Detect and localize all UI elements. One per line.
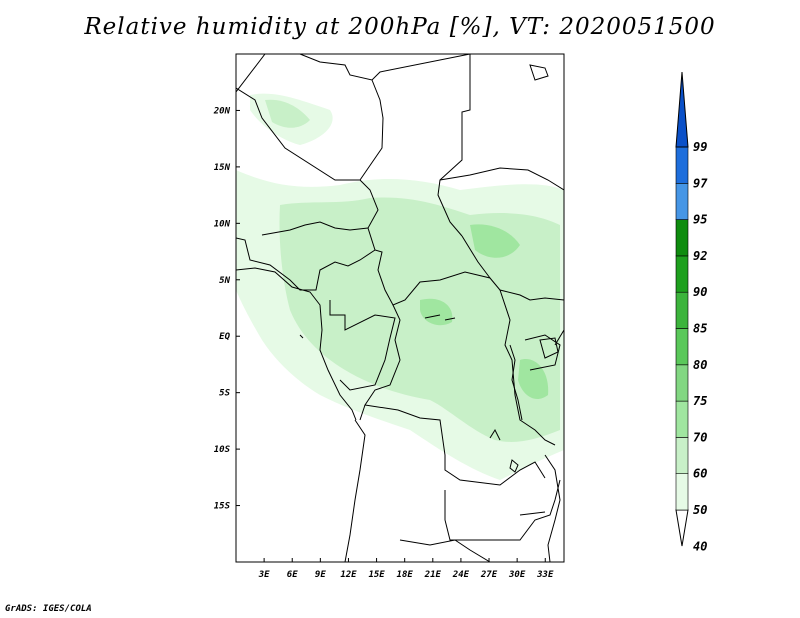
grads-credit: GrADS: IGES/COLA	[5, 604, 92, 614]
latitude-label-5S: 5S	[219, 389, 230, 399]
colorbar: 99 97 95 92 90 85 80 75 70 60 50 40	[675, 71, 708, 553]
colorbar-upper-extension	[675, 71, 689, 148]
colorbar-segment	[675, 183, 689, 220]
colorbar-segment	[675, 219, 689, 257]
longitude-label-30E: 30E	[508, 570, 526, 580]
colorbar-label-92: 92	[693, 249, 707, 263]
colorbar-label-40: 40	[693, 539, 707, 553]
colorbar-label-80: 80	[693, 358, 707, 372]
colorbar-segment	[675, 291, 689, 329]
colorbar-lower-extension	[675, 509, 689, 547]
colorbar-label-99: 99	[693, 140, 707, 154]
latitude-label-20N: 20N	[213, 106, 231, 116]
longitude-label-9E: 9E	[315, 570, 326, 580]
latitude-label-15S: 15S	[214, 502, 231, 512]
colorbar-segment	[675, 255, 689, 293]
longitude-label-6E: 6E	[287, 570, 298, 580]
latitude-label-15N: 15N	[214, 163, 231, 173]
colorbar-segment	[675, 328, 689, 366]
colorbar-segment	[675, 364, 689, 402]
latitude-label-10S: 10S	[214, 445, 231, 455]
humidity-region-60b	[518, 359, 549, 400]
colorbar-segment	[675, 437, 689, 474]
latitude-label-5N: 5N	[219, 276, 230, 286]
longitude-label-18E: 18E	[397, 570, 414, 580]
longitude-label-12E: 12E	[340, 570, 357, 580]
colorbar-label-85: 85	[693, 322, 707, 336]
longitude-label-33E: 33E	[536, 570, 554, 580]
humidity-field	[236, 93, 564, 480]
colorbar-label-90: 90	[693, 285, 707, 299]
latitude-label-EQ: EQ	[219, 332, 230, 342]
longitude-label-3E: 3E	[258, 570, 270, 580]
longitude-label-15E: 15E	[368, 570, 385, 580]
colorbar-label-70: 70	[693, 430, 707, 444]
colorbar-label-97: 97	[693, 176, 708, 190]
humidity-region-60c	[420, 298, 453, 326]
plot-frame	[235, 53, 565, 563]
colorbar-label-95: 95	[693, 213, 707, 227]
longitude-label-21E: 21E	[424, 570, 442, 580]
country-borders	[236, 54, 564, 562]
colorbar-segment	[675, 473, 689, 511]
colorbar-segment	[675, 146, 689, 184]
colorbar-label-50: 50	[693, 503, 707, 517]
colorbar-label-60: 60	[693, 467, 707, 481]
colorbar-label-75: 75	[693, 394, 707, 408]
longitude-label-27E: 27E	[480, 570, 498, 580]
latitude-label-10N: 10N	[214, 219, 231, 229]
longitude-labels: 3E 6E 9E 12E 15E 18E 21E 24E 27E 30E 33E	[258, 558, 554, 580]
longitude-label-24E: 24E	[452, 570, 470, 580]
latitude-labels: 20N 15N 10N 5N EQ 5S 10S 15S	[213, 106, 240, 512]
humidity-region-60	[470, 224, 520, 258]
humidity-region-50-north	[265, 99, 310, 128]
humidity-region-50	[279, 197, 560, 442]
map-title: Relative humidity at 200hPa [%], VT: 202…	[84, 14, 716, 40]
colorbar-segment	[675, 400, 689, 438]
